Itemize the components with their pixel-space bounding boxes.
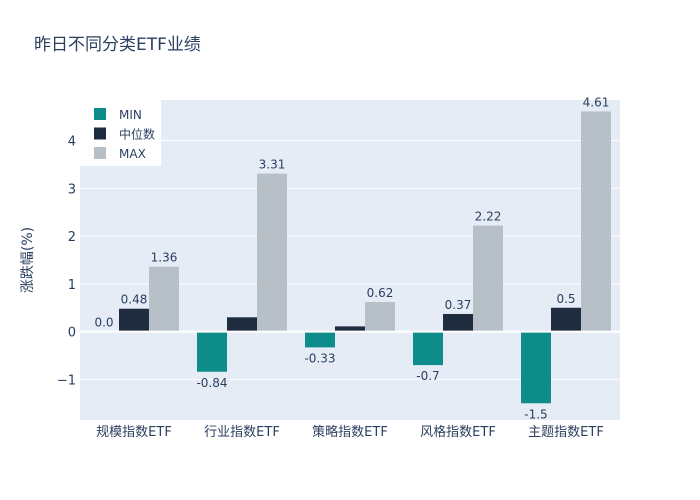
legend-background: [80, 100, 161, 166]
x-tick-label: 风格指数ETF: [420, 424, 496, 440]
data-label: 1.36: [151, 251, 178, 265]
data-label: 3.31: [259, 158, 286, 172]
bar: [257, 173, 287, 332]
y-tick-label: 3: [68, 182, 76, 197]
data-label: -0.33: [304, 351, 335, 365]
x-tick-label: 策略指数ETF: [312, 424, 388, 440]
legend-swatch: [94, 108, 106, 120]
data-label: -0.84: [196, 376, 227, 390]
data-label: 0.62: [367, 286, 394, 300]
x-tick-label: 主题指数ETF: [528, 425, 604, 440]
bar: [119, 308, 149, 332]
x-tick-label: 规模指数ETF: [96, 425, 172, 440]
bar: [581, 111, 611, 332]
bar: [365, 302, 395, 332]
legend-label: MAX: [119, 147, 146, 161]
data-label: 0.37: [445, 298, 472, 312]
data-label: -1.5: [524, 407, 547, 421]
bar: [413, 331, 443, 366]
legend-swatch: [94, 127, 106, 140]
y-tick-label: 4: [68, 135, 76, 150]
y-axis: −1 0 1 2 3 4: [57, 135, 76, 389]
data-label: 0.0: [94, 316, 113, 330]
bar: [197, 331, 227, 372]
y-tick-label: 2: [68, 230, 76, 245]
data-label: 0.5: [556, 292, 575, 306]
bar: [227, 317, 257, 332]
data-label: -0.7: [416, 369, 439, 383]
bar: [305, 331, 335, 348]
x-tick-label: 行业指数ETF: [204, 425, 280, 440]
y-axis-label: 涨跌幅(%): [20, 227, 36, 293]
bar: [521, 331, 551, 404]
legend-label: 中位数: [119, 127, 155, 142]
y-tick-label: −1: [57, 373, 76, 388]
legend: MIN 中位数 MAX: [80, 100, 161, 166]
bar: [335, 326, 365, 332]
bar: [551, 307, 581, 332]
bar: [473, 225, 503, 332]
bar: [443, 313, 473, 332]
data-label: 2.22: [475, 210, 502, 224]
bar-layer: [119, 111, 611, 404]
x-axis: 规模指数ETF 行业指数ETF 策略指数ETF 风格指数ETF 主题指数ETF: [96, 424, 604, 440]
legend-label: MIN: [119, 108, 142, 122]
bar: [149, 266, 179, 332]
chart-title: 昨日不同分类ETF业绩: [34, 35, 201, 55]
label-layer: 0.0 0.48 1.36 -0.84 3.31 -0.33 0.62 -0.7 0.37 2.2…: [94, 95, 609, 421]
data-label: 4.61: [583, 95, 610, 109]
legend-swatch: [94, 147, 106, 159]
y-tick-label: 0: [68, 326, 76, 341]
y-tick-label: 1: [68, 278, 76, 293]
data-label: 0.48: [121, 293, 148, 307]
